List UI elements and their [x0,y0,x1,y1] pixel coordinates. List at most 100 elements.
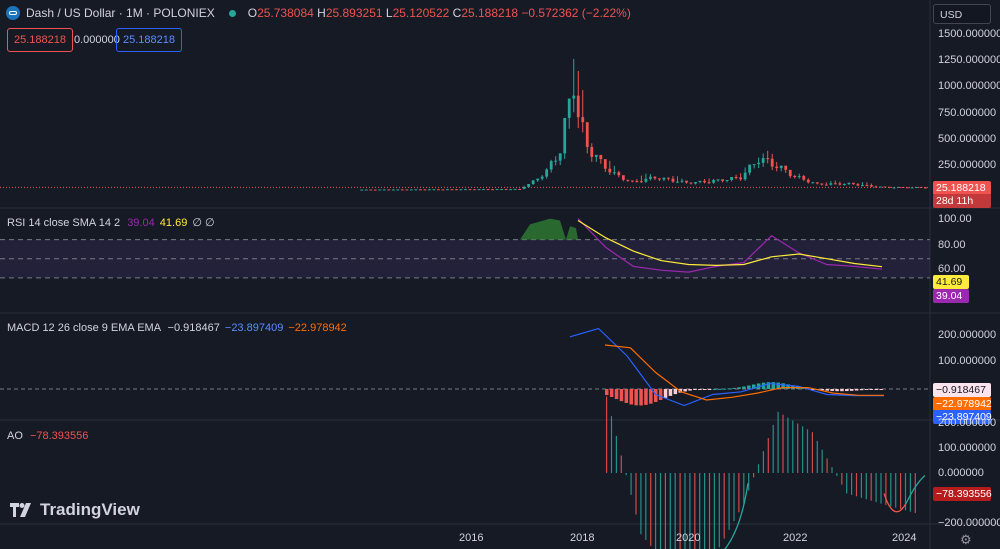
rsi-legend[interactable]: RSI 14 close SMA 14 2 39.04 41.69 ∅ ∅ [7,217,215,229]
ao-bar [679,473,681,549]
macd-histogram-bar [644,389,648,405]
candle-body [500,189,503,191]
ohlc-values: O25.738084 H25.893251 L25.120522 C25.188… [247,6,631,20]
candle-body [856,184,860,186]
ao-bar [674,473,676,549]
candle-body [486,189,490,191]
price-tick: 250.000000 [938,159,997,171]
candle-body [409,189,413,191]
candle-body [870,185,873,187]
macd-histogram-bar [864,389,869,390]
candle-body [788,169,792,177]
macd-histogram-bar [668,389,673,396]
candle-body [531,180,535,185]
ao-bar [610,416,613,473]
candle-body [897,186,900,188]
candle-body [621,175,625,180]
ao-bar [753,473,755,478]
macd-tick: 200.000000 [938,329,997,341]
candle-body [721,179,724,181]
macd-histogram-bar [830,389,834,391]
macd-legend[interactable]: MACD 12 26 close 9 EMA EMA −0.918467 −23… [7,322,347,334]
ao-bar [713,473,715,549]
macd-histogram-bar [850,389,854,391]
rsi-overbought-fill [520,218,578,240]
ao-bar [821,449,823,473]
ao-bar [885,473,887,505]
candle-body [536,178,540,181]
candle-body [504,189,508,191]
candle-body [802,176,806,180]
ao-bar [684,473,686,549]
macd-histogram-bar [698,389,702,390]
ao-bar [743,473,745,504]
candle-body [585,122,589,147]
symbol-title[interactable]: Dash / US Dollar · 1M · POLONIEX [26,6,215,20]
macd-histogram-bar [605,389,609,396]
bar-countdown-badge: 28d 11h [933,194,991,208]
rsi-tick: 60.00 [938,263,966,275]
candle-body [811,182,815,184]
macd-histogram-bar [840,389,844,392]
candle-body [676,181,679,183]
ao-bar [655,473,657,549]
candle-body [396,189,400,191]
candle-body [522,187,526,190]
candle-body [915,186,918,188]
ao-legend[interactable]: AO −78.393556 [7,430,89,442]
ao-bar [841,473,843,485]
candle-body [509,189,512,191]
candle-body [734,176,738,178]
macd-histogram-bar [639,389,643,406]
candle-body [527,184,531,188]
candle-body [671,178,675,182]
candle-body [612,172,616,174]
candle-body [450,189,454,191]
candle-body [797,176,801,178]
ao-bar [718,473,720,548]
ao-bar [860,473,862,498]
macd-histogram-bar [854,389,859,391]
tradingview-logo[interactable]: TradingView [10,500,140,520]
candle-body [545,169,549,177]
candle-body [446,189,449,191]
candle-body [473,189,476,191]
currency-select[interactable]: USD [933,4,991,24]
price-tick: 1500.000000 [938,28,1000,40]
macd-histogram-bar [693,389,697,390]
rsi-value-badge: 39.04 [933,289,969,303]
candle-body [775,166,779,169]
candle-body [513,188,517,190]
ao-tick: 0.000000 [938,467,984,479]
macd-histogram-bar [609,389,614,397]
macd-histogram-bar [703,389,707,390]
candle-body [649,176,652,179]
rsi-tick: 100.00 [938,213,972,225]
candle-body [491,189,494,191]
chart-settings-gear-icon[interactable]: ⚙ [960,532,972,547]
candle-body [680,180,684,182]
candle-body [851,182,855,185]
candle-body [382,189,386,191]
candle-body [540,176,544,179]
ao-tick: 200.000000 [938,417,997,429]
ao-bar [909,473,911,512]
candle-body [626,179,630,181]
candle-body [418,189,422,191]
candle-body [432,189,436,191]
price-tick: 1250.000000 [938,54,1000,66]
buy-button[interactable]: 25.188218 [116,28,182,52]
sell-button[interactable]: 25.188218 [7,28,73,52]
candle-body [518,188,522,190]
ao-bar [615,435,617,473]
candle-body [635,180,639,182]
candle-body [558,153,562,161]
ao-bar [792,420,794,473]
market-status-icon [228,9,236,17]
macd-histogram-bar [722,388,727,390]
candle-body [761,158,765,163]
candle-body [423,189,427,191]
macd-histogram-bar [614,389,619,400]
ao-bar [831,467,833,473]
